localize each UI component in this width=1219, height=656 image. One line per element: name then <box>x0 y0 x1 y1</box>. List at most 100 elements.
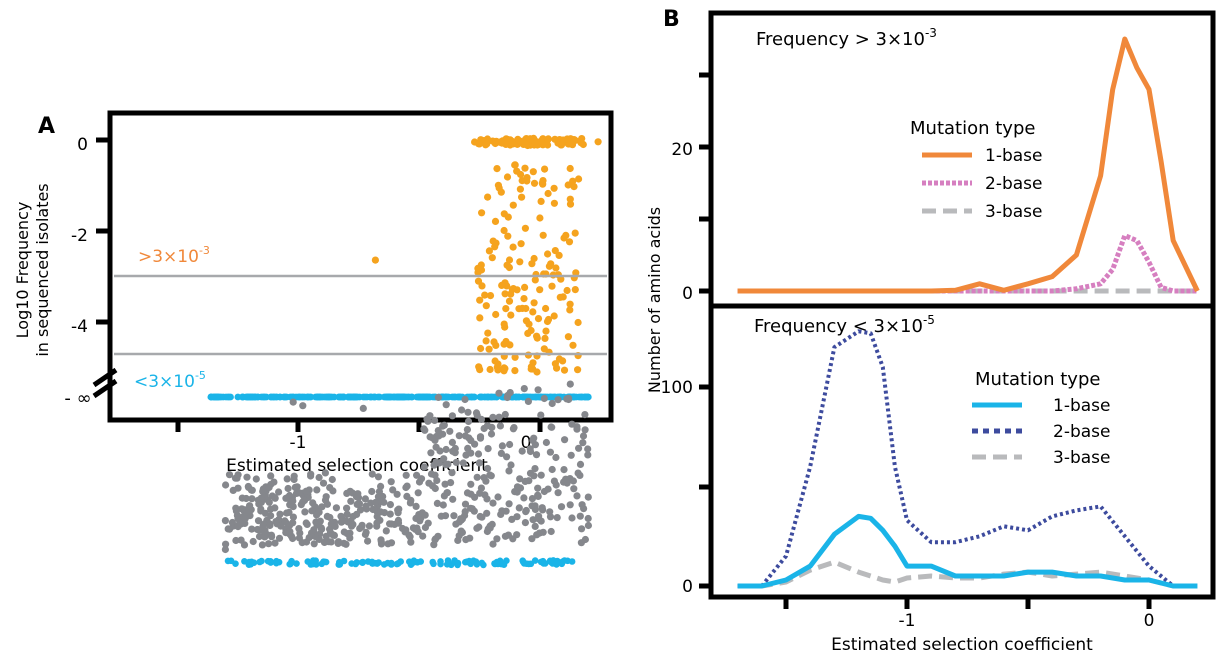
scatter-point <box>331 522 339 531</box>
scatter-point <box>527 560 535 568</box>
scatter-point <box>420 463 428 471</box>
scatter-point <box>496 422 504 430</box>
scatter-point <box>522 506 530 515</box>
scatter-point <box>484 525 492 533</box>
scatter-point <box>536 214 544 222</box>
scatter-point <box>494 360 502 368</box>
scatter-point <box>297 501 305 509</box>
bottom-y-tick-label-100: 100 <box>661 378 693 398</box>
scatter-point <box>494 181 502 189</box>
scatter-point <box>567 139 575 147</box>
scatter-point <box>493 558 501 566</box>
scatter-point <box>486 292 495 300</box>
scatter-point <box>284 484 292 493</box>
scatter-point <box>380 498 388 506</box>
scatter-point <box>511 488 519 496</box>
scatter-point <box>560 366 569 374</box>
scatter-point <box>561 436 569 444</box>
scatter-point <box>526 469 535 477</box>
scatter-point <box>271 539 279 547</box>
scatter-point <box>457 515 465 523</box>
scatter-point <box>265 498 273 506</box>
scatter-point <box>335 393 343 401</box>
scatter-point <box>513 167 521 175</box>
scatter-point <box>505 500 513 508</box>
bottom-y-tick-label-0: 0 <box>682 577 693 597</box>
scatter-point <box>362 502 370 510</box>
scatter-point <box>291 483 299 491</box>
scatter-point <box>476 314 484 322</box>
scatter-point <box>464 408 472 416</box>
scatter-point <box>243 508 251 517</box>
top-panel-lines <box>737 36 1200 294</box>
scatter-point <box>336 560 344 568</box>
top-panel-title: Frequency > 3×10-3 <box>756 26 937 50</box>
scatter-point <box>513 531 521 539</box>
scatter-point <box>574 469 582 477</box>
scatter-point <box>534 393 542 401</box>
scatter-point <box>406 499 414 507</box>
scatter-point <box>525 320 533 328</box>
scatter-point <box>389 486 397 494</box>
scatter-point <box>384 559 392 567</box>
scatter-point <box>579 432 588 440</box>
scatter-point <box>283 475 291 483</box>
scatter-point <box>563 286 571 295</box>
scatter-point <box>328 475 336 484</box>
scatter-point <box>225 471 234 479</box>
scatter-point <box>295 489 303 497</box>
scatter-point <box>245 561 253 568</box>
scatter-point <box>448 469 456 477</box>
scatter-point <box>323 512 331 521</box>
scatter-point <box>387 478 395 486</box>
scatter-point <box>312 557 320 564</box>
scatter-point <box>375 559 382 566</box>
scatter-point <box>477 344 485 353</box>
scatter-point <box>437 512 445 520</box>
scatter-point <box>473 473 481 481</box>
scatter-point <box>448 412 456 420</box>
scatter-point <box>520 558 527 566</box>
scatter-point <box>429 558 437 566</box>
scatter-point <box>403 482 411 490</box>
scatter-point <box>475 459 483 467</box>
scatter-point <box>572 393 580 401</box>
scatter-point <box>576 460 585 468</box>
scatter-point <box>566 306 574 314</box>
scatter-point <box>250 559 258 566</box>
scatter-point <box>483 140 491 148</box>
scatter-point <box>475 140 483 148</box>
scatter-point <box>465 557 473 565</box>
scatter-point <box>312 518 320 526</box>
top-legend-label-3base: 3-base <box>985 202 1042 222</box>
scatter-point <box>557 275 565 283</box>
scatter-point <box>402 471 410 479</box>
scatter-point <box>539 557 547 565</box>
scatter-point <box>557 559 565 566</box>
scatter-point <box>537 471 545 479</box>
scatter-point <box>560 478 568 486</box>
scatter-point <box>584 521 593 530</box>
scatter-point <box>567 451 575 459</box>
scatter-point <box>373 522 381 530</box>
scatter-point <box>491 243 499 251</box>
scatter-point <box>255 532 264 541</box>
scatter-point <box>484 393 491 401</box>
scatter-point <box>575 444 583 452</box>
scatter-point <box>574 318 582 327</box>
scatter-point <box>474 264 482 272</box>
scatter-point <box>521 283 529 291</box>
scatter-point <box>332 504 340 512</box>
scatter-point <box>477 415 485 423</box>
scatter-point <box>267 472 275 480</box>
scatter-point <box>246 502 254 510</box>
panel-label-b: B <box>663 7 680 32</box>
scatter-point <box>488 254 496 262</box>
scatter-point <box>419 532 427 540</box>
scatter-point <box>222 540 230 548</box>
scatter-point <box>260 527 268 535</box>
scatter-point <box>542 438 551 447</box>
scatter-point <box>467 504 475 512</box>
scatter-point <box>425 479 433 487</box>
scatter-point <box>240 541 249 549</box>
